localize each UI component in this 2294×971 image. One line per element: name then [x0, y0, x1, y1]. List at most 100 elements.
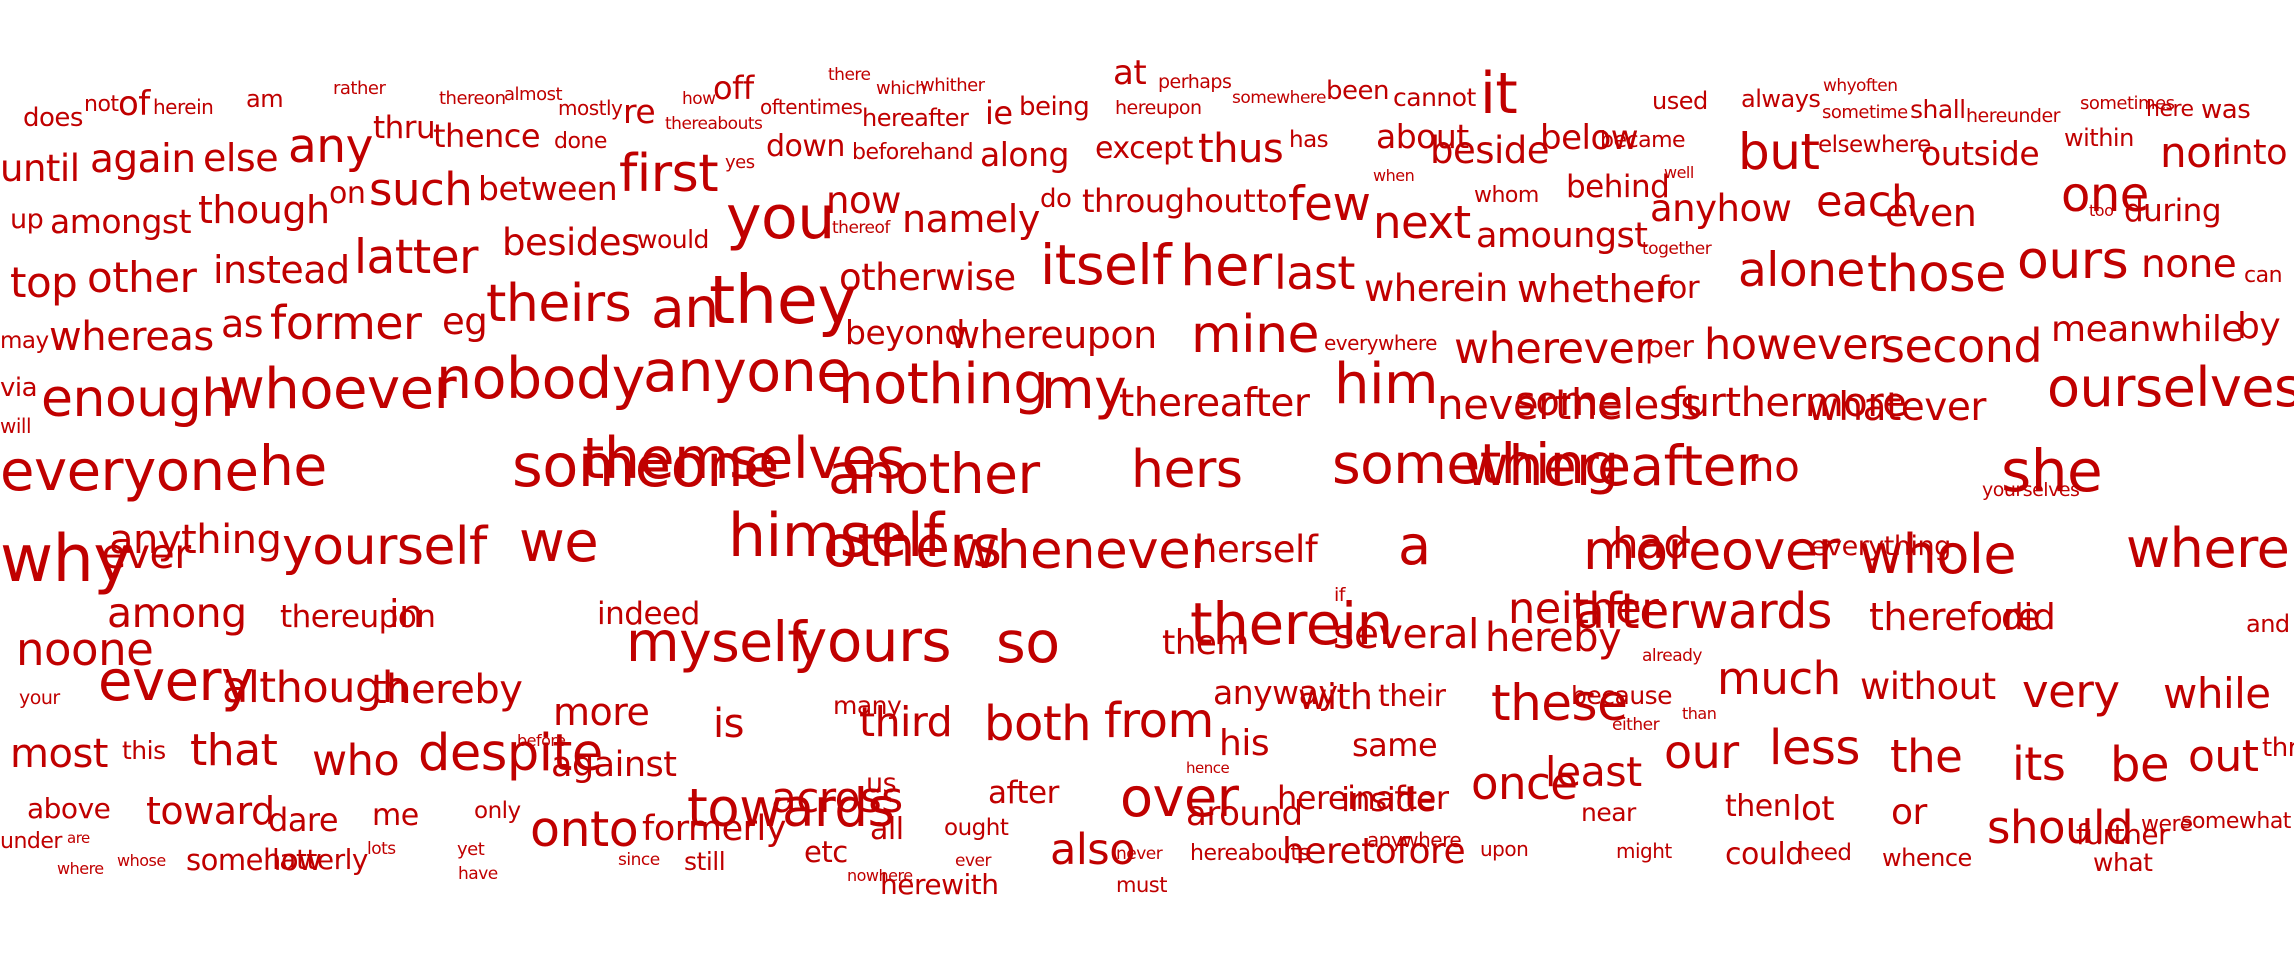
- cloud-word: together: [1642, 239, 1712, 259]
- cloud-word: than: [1682, 704, 1717, 723]
- cloud-word: lots: [367, 839, 396, 859]
- cloud-word: on: [329, 176, 366, 211]
- cloud-word: no: [1748, 442, 1800, 491]
- cloud-word: nothing: [838, 352, 1049, 417]
- cloud-word: why: [0, 522, 132, 597]
- cloud-word: too: [2089, 201, 2114, 220]
- cloud-word: anyway: [1213, 673, 1338, 712]
- cloud-word: top: [10, 258, 78, 307]
- cloud-word: well: [1664, 163, 1694, 182]
- cloud-word: everywhere: [1324, 331, 1437, 355]
- cloud-word: so: [996, 610, 1060, 676]
- cloud-word: most: [10, 731, 108, 777]
- cloud-word: had: [1612, 519, 1690, 568]
- cloud-word: she: [2001, 437, 2103, 505]
- cloud-word: anywhere: [1367, 828, 1462, 852]
- cloud-word: am: [246, 85, 284, 113]
- cloud-word: elsewhere: [1818, 132, 1931, 158]
- cloud-word: formerly: [642, 809, 786, 849]
- cloud-word: nor: [2160, 128, 2229, 177]
- cloud-word: always: [1741, 85, 1821, 113]
- cloud-word: almost: [504, 84, 563, 105]
- cloud-word: have: [458, 864, 498, 884]
- cloud-word: whatever: [1807, 385, 1986, 430]
- cloud-word: those: [1867, 245, 2006, 304]
- cloud-word: been: [1326, 76, 1389, 106]
- cloud-word: herein: [153, 95, 214, 119]
- cloud-word: themselves: [582, 426, 906, 492]
- cloud-word: same: [1352, 726, 1438, 764]
- cloud-word: next: [1373, 196, 1471, 249]
- cloud-word: per: [1645, 330, 1694, 365]
- cloud-word: his: [1219, 723, 1270, 764]
- cloud-word: only: [474, 798, 521, 824]
- cloud-word: were: [2141, 812, 2193, 837]
- cloud-word: you: [726, 183, 835, 253]
- cloud-word: whole: [1859, 523, 2017, 586]
- cloud-word: amongst: [50, 202, 192, 241]
- cloud-word: hers: [1131, 440, 1243, 500]
- cloud-word: cannot: [1393, 83, 1476, 112]
- cloud-word: ought: [944, 815, 1009, 841]
- cloud-word: third: [859, 698, 953, 746]
- cloud-word: throughout: [1082, 182, 1256, 220]
- cloud-word: beside: [1430, 129, 1550, 172]
- cloud-word: now: [826, 179, 901, 222]
- cloud-word: already: [1642, 646, 1702, 666]
- cloud-word: other: [87, 253, 197, 302]
- cloud-word: few: [1288, 177, 1371, 232]
- cloud-word: may: [0, 328, 49, 354]
- cloud-word: whence: [1882, 844, 1972, 872]
- cloud-word: me: [372, 798, 419, 833]
- cloud-word: after: [988, 775, 1059, 811]
- cloud-word: again: [90, 137, 196, 182]
- cloud-word: also: [1050, 825, 1136, 875]
- cloud-word: from: [1104, 693, 1214, 749]
- cloud-word: thus: [1198, 126, 1284, 172]
- cloud-word: what: [2093, 848, 2153, 877]
- cloud-word: himself: [728, 501, 944, 571]
- cloud-word: less: [1769, 720, 1860, 776]
- cloud-word: up: [10, 204, 44, 235]
- cloud-word: an: [651, 276, 719, 340]
- cloud-word: thereby: [371, 667, 523, 713]
- cloud-word: would: [637, 225, 709, 254]
- cloud-word: one: [2061, 167, 2149, 223]
- cloud-word: whoever: [219, 357, 457, 422]
- cloud-word: inside: [1341, 780, 1436, 819]
- cloud-word: somehow: [186, 843, 322, 877]
- cloud-word: any: [288, 119, 373, 174]
- cloud-word: hereunder: [1966, 105, 2060, 127]
- cloud-word: sometimes: [2080, 93, 2175, 114]
- cloud-word: at: [1113, 53, 1147, 93]
- cloud-word: through: [2262, 733, 2294, 763]
- cloud-word: last: [1274, 246, 1355, 300]
- cloud-word: since: [618, 850, 660, 870]
- cloud-word: still: [684, 847, 726, 876]
- cloud-word: can: [2244, 263, 2283, 288]
- cloud-word: somewhat: [2181, 809, 2291, 834]
- cloud-word: thereon: [439, 88, 506, 109]
- cloud-word: beforehand: [852, 140, 974, 165]
- cloud-word: toward: [146, 789, 275, 833]
- cloud-word: re: [623, 92, 656, 131]
- cloud-word: either: [1612, 715, 1660, 735]
- cloud-word: with: [1298, 677, 1373, 718]
- cloud-word: will: [0, 414, 32, 438]
- cloud-word: herself: [1194, 528, 1318, 571]
- cloud-word: latter: [354, 230, 478, 285]
- cloud-word: near: [1581, 798, 1636, 827]
- cloud-word: mostly: [558, 96, 623, 120]
- cloud-word: used: [1652, 87, 1708, 115]
- cloud-word: rather: [333, 78, 386, 99]
- cloud-word: although: [222, 663, 409, 713]
- cloud-word: thereof: [832, 218, 890, 238]
- cloud-word: beyond: [845, 313, 965, 352]
- cloud-word: anyhow: [1650, 187, 1792, 230]
- cloud-word: namely: [902, 197, 1040, 241]
- cloud-word: wherever: [1454, 324, 1652, 374]
- cloud-word: then: [1725, 789, 1792, 824]
- cloud-word: yourselves: [1982, 479, 2080, 501]
- cloud-word: anyone: [643, 339, 851, 405]
- cloud-word: hereby: [1485, 615, 1622, 661]
